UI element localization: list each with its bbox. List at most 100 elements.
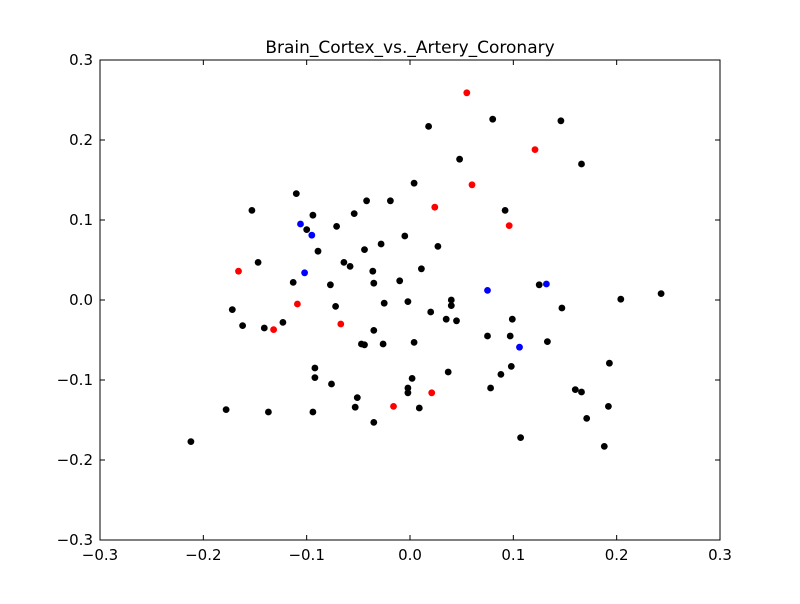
data-point — [558, 304, 566, 312]
x-tick-label: 0.3 — [708, 546, 732, 564]
data-point — [557, 117, 565, 125]
data-point — [311, 374, 319, 381]
data-point — [340, 259, 348, 266]
data-point — [507, 363, 515, 370]
data-point — [297, 220, 304, 228]
data-point — [370, 279, 378, 287]
data-point — [543, 280, 550, 288]
x-tick-label: −0.2 — [185, 546, 221, 564]
data-point — [617, 295, 625, 303]
data-point — [447, 296, 455, 304]
data-point — [260, 324, 268, 332]
data-point — [309, 211, 317, 219]
data-point — [605, 403, 612, 410]
data-point — [487, 384, 494, 392]
data-point — [447, 302, 455, 309]
data-point — [254, 259, 262, 266]
data-point — [294, 300, 301, 308]
y-tick-label: 0.2 — [69, 131, 93, 149]
data-point — [431, 203, 439, 211]
data-point — [337, 320, 345, 328]
data-point — [600, 443, 608, 450]
y-tick-label: 0.1 — [69, 211, 93, 229]
data-point — [428, 389, 436, 397]
data-point — [248, 207, 256, 214]
data-point — [401, 232, 409, 240]
data-point — [517, 434, 524, 441]
data-point — [544, 338, 551, 345]
data-point — [361, 246, 368, 254]
data-point — [370, 327, 378, 334]
data-point — [309, 408, 317, 416]
x-tick-label: 0.0 — [398, 546, 422, 564]
data-point — [404, 298, 412, 305]
y-tick-label: 0.0 — [69, 291, 93, 309]
y-tick-label: 0.3 — [69, 51, 93, 69]
data-point — [289, 279, 297, 286]
data-point — [387, 197, 394, 205]
data-point — [531, 146, 539, 154]
y-tick-label: −0.3 — [57, 531, 93, 549]
data-point — [350, 210, 358, 218]
data-point — [606, 359, 613, 367]
data-point — [456, 155, 463, 163]
data-point — [415, 404, 423, 412]
data-points — [187, 89, 665, 450]
data-point — [370, 419, 378, 426]
data-point — [239, 322, 247, 329]
data-point — [303, 226, 311, 234]
data-point — [379, 340, 387, 348]
data-point — [187, 438, 195, 445]
data-point — [346, 263, 354, 270]
data-point — [425, 123, 432, 130]
data-point — [333, 223, 340, 230]
axis-ticks: −0.3 −0.2 −0.1 0.0 0.1 0.2 0.3 0.3 0.2 0.1 0.0 −0.1… — [57, 51, 732, 564]
data-point — [311, 364, 319, 372]
data-point — [484, 287, 491, 294]
data-point — [270, 326, 277, 333]
data-point — [369, 267, 377, 275]
data-point — [328, 380, 335, 388]
data-point — [506, 332, 514, 340]
data-point — [578, 388, 585, 396]
data-point — [314, 247, 322, 255]
data-point — [279, 319, 287, 326]
x-tick-label: −0.3 — [82, 546, 118, 564]
data-point — [377, 240, 385, 248]
y-tick-label: −0.1 — [57, 371, 93, 389]
data-point — [578, 160, 585, 168]
data-point — [222, 406, 230, 413]
data-point — [508, 315, 516, 323]
data-point — [390, 403, 397, 410]
data-point — [657, 290, 665, 297]
data-point — [516, 343, 523, 351]
data-point — [396, 277, 404, 285]
data-point — [497, 371, 505, 378]
data-point — [501, 207, 509, 214]
data-point — [442, 315, 450, 323]
x-tick-label: 0.2 — [605, 546, 629, 564]
data-point — [444, 368, 452, 376]
chart-title: Brain_Cortex_vs._Artery_Coronary — [265, 38, 554, 58]
y-tick-label: −0.2 — [57, 451, 93, 469]
data-point — [505, 222, 513, 230]
data-point — [408, 375, 416, 382]
data-point — [301, 269, 308, 277]
data-point — [410, 339, 418, 346]
x-tick-label: −0.1 — [288, 546, 324, 564]
data-point — [410, 179, 418, 187]
data-point — [265, 408, 272, 416]
data-point — [327, 281, 334, 289]
data-point — [535, 281, 543, 289]
data-point — [351, 403, 359, 411]
data-point — [363, 197, 370, 205]
data-point — [332, 303, 339, 310]
data-point — [484, 332, 491, 340]
data-point — [353, 394, 361, 401]
data-point — [489, 115, 497, 123]
data-point — [228, 306, 236, 313]
data-point — [418, 265, 425, 273]
data-point — [308, 231, 316, 239]
